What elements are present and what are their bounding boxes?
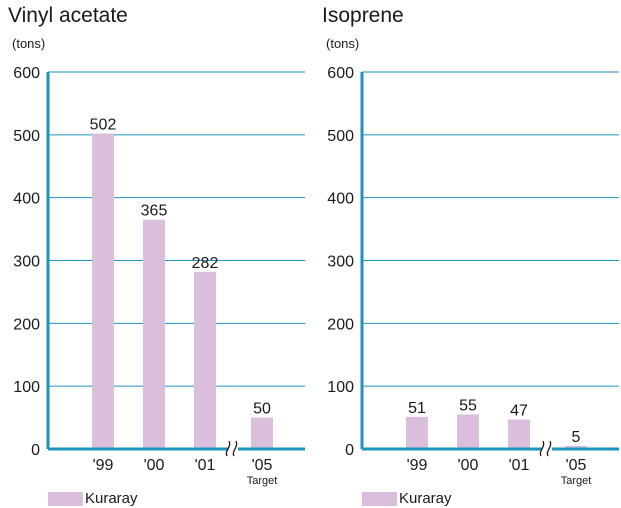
- bar: [143, 219, 165, 449]
- y-tick-label: 0: [345, 442, 354, 459]
- y-tick-label: 300: [327, 254, 354, 271]
- y-tick-label: 600: [327, 65, 354, 82]
- axis-break-mark: [225, 440, 231, 457]
- data-label: 502: [90, 117, 117, 134]
- x-tick-sublabel: Target: [247, 475, 278, 487]
- y-tick-label: 500: [13, 128, 40, 145]
- chart-vinyl-acetate: Vinyl acetate (tons) 0 100 200 300 400 500 600…: [0, 0, 310, 508]
- axis-break-mark: [232, 440, 238, 457]
- x-tick-label: '00: [458, 457, 479, 474]
- x-tick-label: '05: [252, 457, 273, 474]
- chart-title: Vinyl acetate: [8, 4, 128, 27]
- y-axis-unit: (tons): [326, 36, 360, 51]
- x-tick-sublabel: Target: [561, 475, 592, 487]
- axis-break-gap: [228, 446, 238, 452]
- data-label: 5: [572, 429, 581, 446]
- data-label: 55: [459, 397, 477, 414]
- x-tick-label: '00: [144, 457, 165, 474]
- legend-label: Kuraray: [85, 490, 138, 507]
- data-label: 51: [408, 400, 426, 417]
- chart-plot-area: 0 100 200 300 400 500 600 502 '99 365 '00 282 '01 50 '…: [13, 65, 305, 487]
- chart-isoprene: Isoprene (tons) 0 100 200 300 400 500 600 51 '99…: [314, 0, 621, 508]
- y-tick-label: 500: [327, 128, 354, 145]
- y-tick-label: 300: [13, 254, 40, 271]
- y-tick-label: 200: [327, 316, 354, 333]
- axis-break-mark: [546, 440, 552, 457]
- legend: Kuraray: [48, 490, 138, 508]
- axis-break-gap: [542, 446, 552, 452]
- x-tick-label: '99: [93, 457, 114, 474]
- data-label: 47: [510, 402, 528, 419]
- axis-break-mark: [539, 440, 545, 457]
- chart-title: Isoprene: [322, 4, 404, 27]
- y-tick-label: 600: [13, 65, 40, 82]
- data-label: 365: [141, 203, 168, 220]
- x-tick-label: '01: [509, 457, 530, 474]
- x-tick-label: '01: [195, 457, 216, 474]
- y-tick-label: 100: [13, 379, 40, 396]
- bar: [251, 417, 273, 449]
- x-tick-label: '99: [407, 457, 428, 474]
- chart-plot-area: 0 100 200 300 400 500 600 51 '99 55 '00 47 '01 5 '05Ta…: [327, 65, 619, 487]
- bar: [406, 416, 428, 449]
- legend-swatch: [362, 492, 397, 506]
- bar: [457, 414, 479, 449]
- data-label: 50: [253, 401, 271, 418]
- y-tick-label: 400: [13, 191, 40, 208]
- y-tick-label: 200: [13, 316, 40, 333]
- legend-swatch: [48, 492, 83, 506]
- legend-label: Kuraray: [399, 490, 452, 507]
- data-label: 282: [192, 255, 219, 272]
- y-tick-label: 400: [327, 191, 354, 208]
- bar: [508, 419, 530, 449]
- legend: Kuraray: [362, 490, 452, 508]
- x-tick-label: '05: [566, 457, 587, 474]
- y-tick-label: 100: [327, 379, 354, 396]
- bar: [194, 271, 216, 449]
- y-tick-label: 0: [31, 442, 40, 459]
- bar: [92, 133, 114, 449]
- bar: [565, 445, 587, 449]
- y-axis-unit: (tons): [12, 36, 46, 51]
